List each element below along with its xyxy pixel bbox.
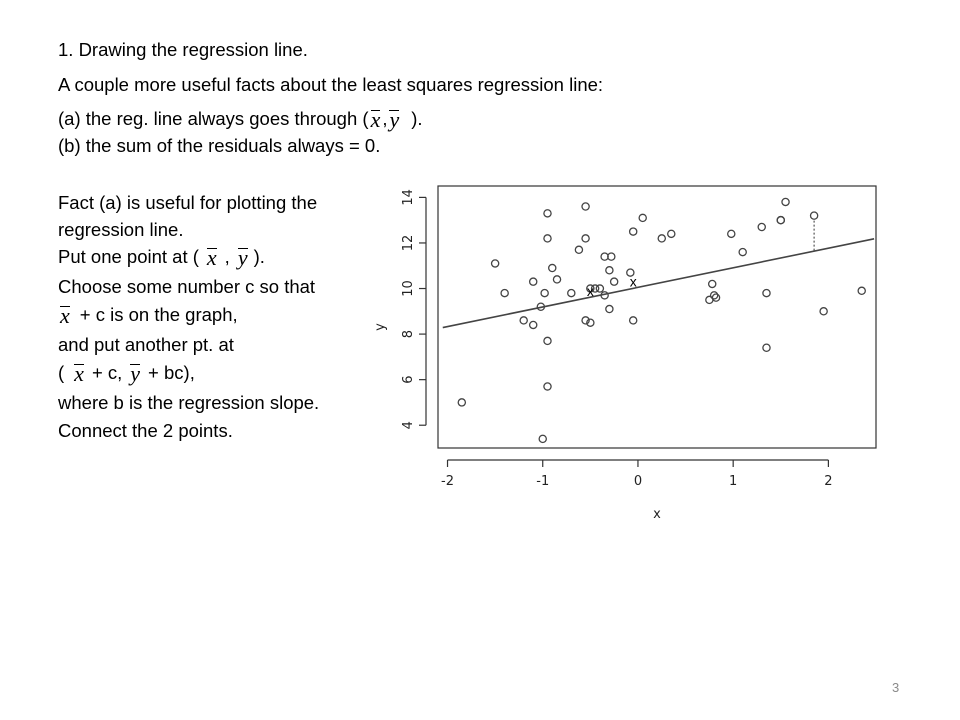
data-point	[536, 302, 546, 311]
data-point	[581, 234, 590, 243]
plot-frame	[437, 185, 877, 449]
data-point	[574, 245, 584, 255]
data-point	[600, 291, 609, 300]
data-point	[628, 316, 638, 325]
data-point	[738, 247, 747, 257]
text-line: Connect the 2 points.	[58, 420, 233, 441]
data-point	[626, 268, 635, 277]
text-fragment: + bc),	[148, 362, 195, 383]
y-tick-label: 6	[401, 376, 416, 384]
data-point	[552, 275, 562, 284]
data-point	[595, 284, 605, 293]
data-point	[667, 229, 676, 239]
text-line: Fact (a) is useful for plotting the	[58, 192, 318, 213]
text-line: x + c is on the graph,	[58, 303, 238, 327]
text-line: where b is the regression slope.	[58, 392, 320, 413]
data-point	[609, 277, 619, 286]
text-line: ( x + c, y + bc),	[58, 361, 195, 385]
text-fragment: + c is on the graph,	[79, 304, 238, 325]
x-bar-symbol: x	[206, 245, 217, 270]
data-point	[781, 197, 790, 207]
data-point	[590, 284, 600, 293]
data-point	[657, 234, 667, 243]
data-point	[519, 316, 528, 325]
marked-point-label: x	[587, 283, 594, 299]
data-point	[762, 288, 771, 298]
y-tick-label: 12	[401, 235, 416, 252]
text-line: Put one point at ( x, y).	[58, 245, 265, 269]
data-point	[543, 209, 552, 218]
x-tick-label: 1	[729, 474, 737, 489]
data-point	[762, 343, 771, 353]
y-bar-symbol: y	[389, 107, 400, 132]
y-tick-label: 8	[401, 330, 416, 338]
data-point	[581, 202, 590, 211]
text-fragment: ).	[253, 246, 265, 267]
regression-line	[442, 238, 875, 329]
x-axis-label: x	[653, 507, 661, 522]
data-point	[711, 293, 721, 302]
data-point	[567, 288, 576, 298]
text-line: regression line.	[58, 219, 184, 240]
y-bar-symbol: y	[237, 245, 248, 270]
text-line: and put another pt. at	[58, 334, 234, 355]
x-bar-symbol: x	[74, 361, 84, 386]
data-point	[528, 320, 538, 330]
data-point	[548, 263, 557, 273]
data-point	[638, 213, 647, 223]
text-line: (b) the sum of the residuals always = 0.	[58, 135, 381, 156]
data-point	[757, 222, 766, 232]
data-point	[586, 318, 595, 327]
text-fragment: (a) the reg. line always goes through (	[58, 108, 369, 129]
y-tick-label: 4	[401, 421, 416, 429]
comma: ,	[382, 108, 388, 129]
text-line: (a) the reg. line always goes through (x…	[58, 107, 423, 131]
data-point	[707, 279, 717, 289]
data-point	[586, 284, 595, 293]
data-point	[528, 277, 538, 286]
data-point	[543, 382, 552, 391]
data-point	[540, 288, 549, 298]
data-point	[543, 336, 552, 346]
page-number: 3	[892, 680, 900, 695]
x-bar-symbol: x	[60, 303, 70, 328]
text-fragment: + c,	[91, 362, 123, 383]
data-point	[776, 215, 786, 225]
data-point	[727, 229, 736, 239]
x-tick-label: 2	[824, 474, 832, 489]
y-tick-label: 14	[401, 189, 416, 206]
data-point	[543, 234, 552, 243]
data-point	[605, 304, 614, 314]
text-fragment: Put one point at (	[58, 246, 199, 267]
y-axis-label: y	[373, 323, 388, 331]
x-tick-label: -1	[536, 474, 549, 489]
x-tick-label: 0	[634, 474, 642, 489]
data-point	[581, 316, 590, 325]
data-point	[819, 307, 828, 316]
text-fragment: (	[58, 362, 65, 383]
x-tick-label: -2	[441, 474, 454, 489]
heading-line: 1. Drawing the regression line.	[58, 39, 308, 60]
data-point	[605, 266, 614, 275]
data-point	[490, 259, 500, 268]
text-line: Choose some number c so that	[58, 276, 316, 297]
marked-point-label: x	[630, 274, 637, 290]
data-point	[857, 286, 866, 296]
x-bar-symbol: x	[370, 107, 381, 132]
data-point	[500, 288, 509, 298]
data-point	[607, 252, 616, 261]
text-line: A couple more useful facts about the lea…	[58, 74, 604, 95]
data-point	[709, 291, 719, 300]
text-fragment: ,	[224, 246, 230, 267]
data-point	[457, 398, 467, 407]
text-fragment: ).	[411, 108, 423, 129]
data-point	[628, 227, 638, 236]
data-point	[538, 434, 547, 444]
y-tick-label: 10	[401, 280, 416, 297]
y-bar-symbol: y	[130, 361, 141, 386]
data-point	[809, 211, 819, 220]
